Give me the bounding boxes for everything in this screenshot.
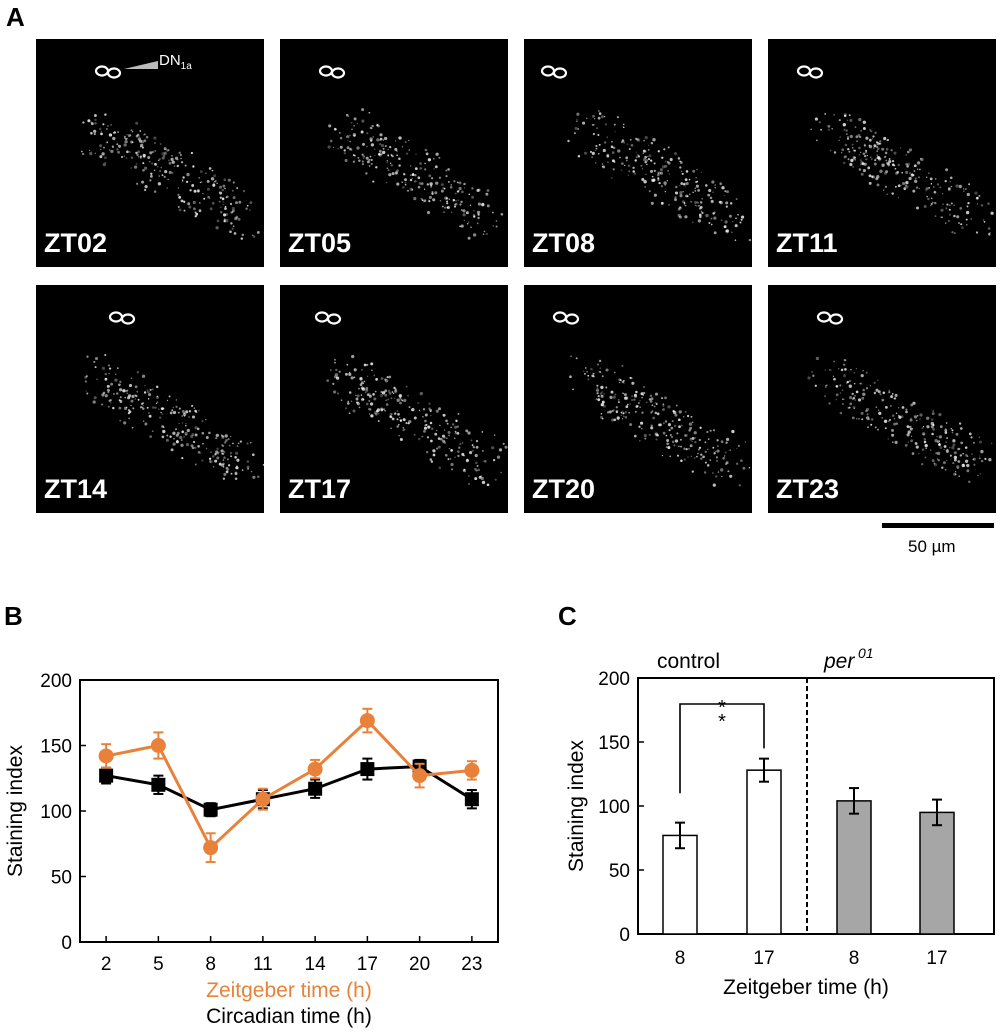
y-tick-label: 100 bbox=[40, 802, 72, 823]
data-point bbox=[150, 738, 166, 753]
x-tick-label: 11 bbox=[253, 954, 273, 975]
y-tick-label: 150 bbox=[40, 737, 72, 758]
y-tick-label: 100 bbox=[598, 797, 630, 818]
y-tick-label: 0 bbox=[61, 933, 72, 954]
x-tick-label: 5 bbox=[153, 954, 164, 975]
data-point bbox=[412, 768, 428, 784]
bar bbox=[919, 811, 955, 935]
bar-chart: 0 50 100 150 200 Staining index 8 17 8 17 Zeitgebe… bbox=[565, 645, 995, 999]
micrograph-image bbox=[807, 311, 993, 484]
significance-star: * bbox=[718, 697, 726, 719]
x-axis-label-circadian: Circadian time (h) bbox=[206, 1005, 372, 1028]
panel-a-letter: A bbox=[6, 2, 25, 32]
x-axis-label: Zeitgeber time (h) bbox=[723, 976, 889, 999]
x-tick-label: 20 bbox=[409, 954, 430, 975]
plot-frame bbox=[79, 679, 499, 943]
micrograph-image bbox=[552, 311, 751, 487]
scale-bar bbox=[882, 523, 994, 528]
timepoint-label: ZT05 bbox=[288, 228, 352, 258]
data-point bbox=[464, 792, 479, 807]
significance-star: * bbox=[718, 711, 726, 733]
micrograph-panel: ZT08 bbox=[524, 39, 752, 267]
timepoint-label: ZT23 bbox=[776, 474, 840, 504]
x-tick-label: 17 bbox=[753, 948, 774, 969]
bar bbox=[836, 800, 872, 935]
x-axis-label-zeitgeber: Zeitgeber time (h) bbox=[206, 979, 372, 1002]
x-tick-label: 8 bbox=[675, 948, 686, 969]
y-tick-label: 50 bbox=[51, 868, 72, 889]
x-tick-label: 17 bbox=[926, 948, 947, 969]
micrograph-image bbox=[540, 65, 752, 242]
panel-b-letter: B bbox=[4, 601, 23, 631]
data-point bbox=[360, 762, 375, 777]
timepoint-label: ZT20 bbox=[532, 474, 596, 504]
data-point bbox=[203, 802, 218, 817]
y-axis-label: Staining index bbox=[565, 740, 588, 872]
timepoint-label: ZT17 bbox=[288, 474, 352, 504]
data-point bbox=[151, 777, 166, 792]
data-point bbox=[359, 713, 375, 729]
y-tick-label: 50 bbox=[609, 861, 630, 882]
panel-c-letter: C bbox=[558, 601, 577, 631]
timepoint-label: ZT08 bbox=[532, 228, 596, 258]
series-line bbox=[105, 718, 473, 851]
micrograph-panel: ZT17 bbox=[280, 285, 508, 513]
arrowhead-icon bbox=[124, 61, 158, 69]
data-point bbox=[255, 791, 271, 807]
x-tick-label: 14 bbox=[305, 954, 327, 975]
group-label-control: control bbox=[657, 650, 720, 673]
micrograph-image bbox=[318, 65, 504, 240]
y-axis-label: Staining index bbox=[4, 745, 27, 877]
dn1a-label: DN1a bbox=[159, 52, 192, 72]
bar bbox=[746, 769, 782, 935]
data-point bbox=[98, 748, 114, 764]
x-tick-label: 17 bbox=[357, 954, 378, 975]
micrograph-image bbox=[81, 61, 260, 240]
y-tick-label: 200 bbox=[598, 669, 630, 690]
micrograph-panel: ZT23 bbox=[768, 285, 996, 513]
y-tick-label: 0 bbox=[619, 925, 630, 946]
x-tick-label: 2 bbox=[101, 954, 112, 975]
timepoint-label: ZT14 bbox=[44, 474, 108, 504]
micrograph-panel: ZT05 bbox=[280, 39, 508, 267]
micrograph-panel: ZT20 bbox=[524, 285, 752, 513]
y-tick-label: 150 bbox=[598, 733, 630, 754]
line-chart: 0 50 100 150 200 2 5 8 11 14 17 20 23 Staining index Z… bbox=[4, 671, 499, 1028]
micrograph-image bbox=[84, 311, 264, 480]
significance-bracket bbox=[679, 703, 765, 794]
timepoint-label: ZT02 bbox=[44, 228, 108, 258]
y-tick-label: 200 bbox=[40, 671, 72, 692]
micrograph-panel: ZT02 bbox=[36, 39, 264, 267]
data-point bbox=[99, 768, 114, 783]
x-tick-label: 8 bbox=[205, 954, 216, 975]
group-label-superscript: 01 bbox=[858, 645, 874, 661]
micrograph-panel: ZT14 bbox=[36, 285, 264, 513]
data-point bbox=[308, 781, 323, 796]
micrograph-image bbox=[314, 311, 508, 487]
group-label-per01: per bbox=[823, 650, 855, 673]
scale-bar-label: 50 µm bbox=[908, 537, 956, 556]
timepoint-label: ZT11 bbox=[776, 228, 838, 258]
micrograph-image bbox=[796, 65, 994, 236]
data-point bbox=[464, 762, 480, 778]
x-tick-label: 8 bbox=[849, 948, 860, 969]
bar bbox=[662, 834, 698, 935]
micrograph-panel: ZT11 bbox=[768, 39, 996, 267]
x-tick-label: 23 bbox=[461, 954, 482, 975]
data-point bbox=[203, 840, 219, 856]
data-point bbox=[307, 761, 323, 777]
